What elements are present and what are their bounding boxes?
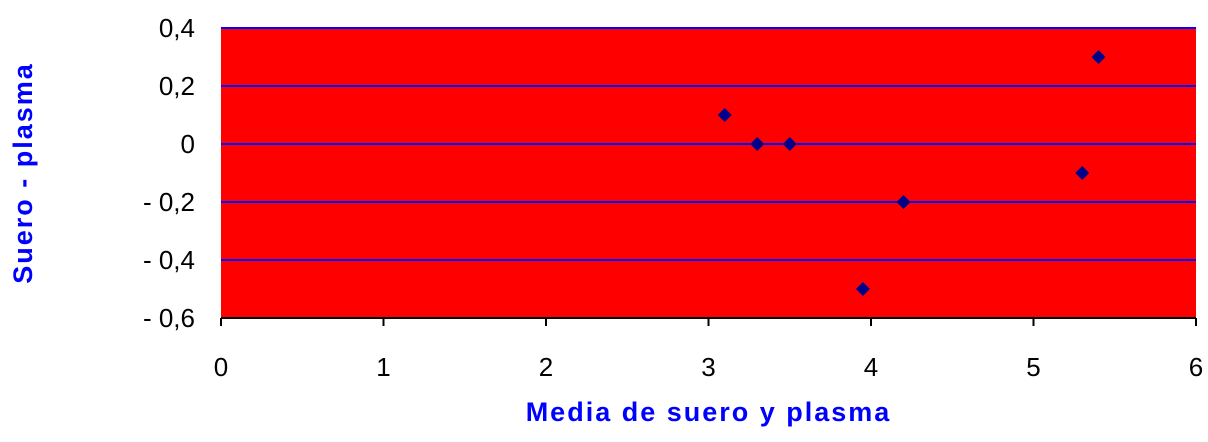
- data-point: [896, 195, 911, 209]
- x-tick-label: 0: [214, 352, 228, 382]
- x-tick-label: 4: [864, 352, 878, 382]
- y-tick-label: 0: [181, 129, 195, 159]
- y-axis-tick-labels: 0,4 0,2 0 - 0,2 - 0,4 - 0,6: [143, 13, 195, 333]
- y-tick-label: - 0,4: [143, 245, 195, 275]
- x-tick-label: 3: [701, 352, 715, 382]
- y-tick-label: - 0,2: [143, 187, 195, 217]
- data-point: [750, 137, 765, 151]
- y-axis-title: Suero - plasma: [8, 62, 38, 284]
- x-tick-label: 6: [1189, 352, 1203, 382]
- x-axis-tick-labels: 0 1 2 3 4 5 6: [214, 352, 1203, 382]
- gridlines: [221, 27, 1196, 261]
- data-point: [782, 137, 797, 151]
- data-point: [1075, 166, 1090, 180]
- data-point: [1091, 50, 1106, 64]
- y-tick-label: 0,4: [159, 13, 195, 43]
- plot-area: [221, 28, 1196, 318]
- y-tick-label: 0,2: [159, 71, 195, 101]
- y-tick-label: - 0,6: [143, 303, 195, 333]
- data-point: [717, 108, 732, 122]
- x-axis-ticks: [220, 318, 1197, 326]
- x-tick-label: 1: [376, 352, 390, 382]
- x-tick-label: 5: [1026, 352, 1040, 382]
- x-tick-label: 2: [539, 352, 553, 382]
- x-axis-title: Media de suero y plasma: [526, 397, 892, 427]
- data-point: [855, 282, 870, 296]
- data-points: [717, 50, 1106, 296]
